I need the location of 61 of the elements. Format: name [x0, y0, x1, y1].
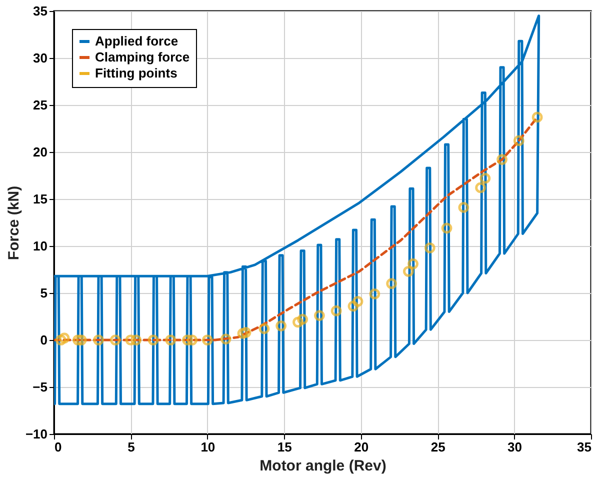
point — [182, 334, 193, 346]
point — [408, 258, 418, 270]
point — [352, 296, 364, 307]
x-tick-label: 25 — [430, 440, 446, 454]
point — [480, 172, 491, 184]
x-tick-label: 35 — [577, 440, 592, 454]
y-axis-title: Force (kN) — [5, 186, 22, 260]
point — [276, 320, 287, 332]
point — [93, 334, 104, 346]
point — [258, 323, 270, 334]
y-tick-label: 15 — [33, 192, 48, 206]
point — [330, 305, 342, 316]
point — [532, 112, 543, 123]
point — [220, 334, 232, 344]
point — [165, 334, 176, 346]
point — [202, 334, 213, 346]
y-tick-label: 20 — [33, 144, 48, 160]
point — [297, 314, 308, 325]
legend-label: Fitting points — [95, 66, 178, 80]
x-tick-label: 10 — [200, 440, 216, 454]
y-tick-label: −5 — [32, 380, 48, 394]
line-series — [54, 14, 540, 406]
x-axis-title: Motor angle (Rev) — [260, 458, 386, 474]
point — [424, 242, 436, 254]
y-tick-label: 0 — [40, 332, 48, 348]
legend-label: Clamping force — [95, 50, 190, 64]
x-tick-label: 30 — [508, 440, 522, 454]
line-series — [54, 116, 539, 342]
point — [441, 222, 452, 234]
y-tick-label: 10 — [33, 238, 48, 254]
point — [72, 334, 84, 346]
point — [458, 202, 470, 213]
x-tick-label: 15 — [277, 440, 292, 454]
point — [369, 288, 380, 300]
point — [237, 328, 248, 339]
point — [110, 334, 121, 346]
point — [292, 316, 304, 328]
x-tick-label: 20 — [354, 440, 369, 454]
legend-label: Applied force — [95, 34, 178, 48]
point — [386, 278, 397, 290]
point — [130, 334, 142, 346]
point — [58, 332, 70, 344]
y-tick-label: −10 — [25, 426, 48, 442]
point — [55, 334, 66, 346]
point — [475, 182, 486, 194]
point — [76, 334, 87, 346]
x-tick-label: 5 — [128, 440, 135, 454]
point — [402, 266, 414, 277]
y-tick-label: 35 — [33, 4, 48, 18]
point — [240, 327, 252, 338]
y-tick-label: 5 — [40, 286, 48, 300]
point — [186, 334, 198, 346]
point — [348, 300, 359, 312]
y-tick-label: 25 — [33, 98, 48, 112]
point — [496, 154, 508, 165]
y-tick-label: 30 — [33, 50, 48, 66]
point — [314, 310, 325, 321]
point — [513, 135, 524, 146]
x-tick-label: 0 — [54, 440, 62, 454]
point — [148, 334, 159, 346]
point — [125, 334, 136, 346]
